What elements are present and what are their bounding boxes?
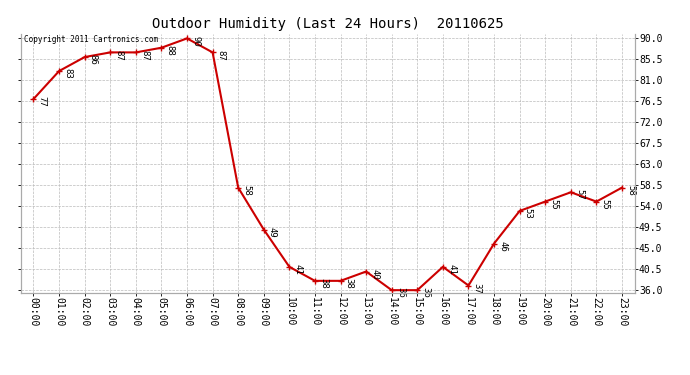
Text: 41: 41 [293, 264, 302, 275]
Text: 55: 55 [549, 199, 558, 210]
Text: 49: 49 [268, 227, 277, 237]
Text: 90: 90 [191, 36, 200, 46]
Text: 36: 36 [422, 287, 431, 298]
Text: 57: 57 [575, 189, 584, 200]
Text: Copyright 2011 Cartronics.com: Copyright 2011 Cartronics.com [23, 35, 158, 44]
Text: 37: 37 [473, 283, 482, 294]
Text: 40: 40 [371, 269, 380, 279]
Text: 88: 88 [166, 45, 175, 56]
Text: 36: 36 [396, 287, 405, 298]
Title: Outdoor Humidity (Last 24 Hours)  20110625: Outdoor Humidity (Last 24 Hours) 2011062… [152, 17, 504, 31]
Text: 77: 77 [38, 96, 47, 107]
Text: 87: 87 [140, 50, 149, 60]
Text: 58: 58 [242, 185, 251, 196]
Text: 87: 87 [115, 50, 124, 60]
Text: 41: 41 [447, 264, 456, 275]
Text: 38: 38 [345, 278, 354, 289]
Text: 83: 83 [63, 68, 72, 79]
Text: 38: 38 [319, 278, 328, 289]
Text: 58: 58 [626, 185, 635, 196]
Text: 46: 46 [498, 241, 507, 252]
Text: 87: 87 [217, 50, 226, 60]
Text: 55: 55 [600, 199, 609, 210]
Text: 86: 86 [89, 54, 98, 65]
Text: 53: 53 [524, 208, 533, 219]
